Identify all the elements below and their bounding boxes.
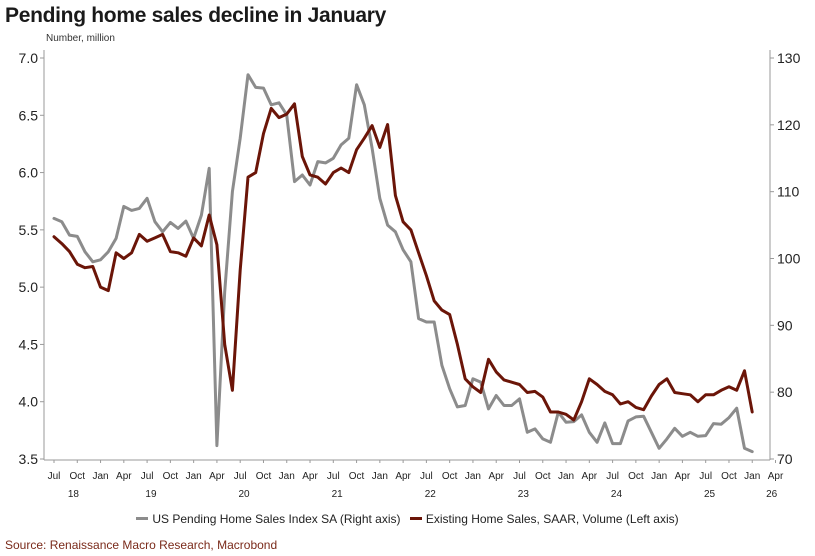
right-tick-label: 110 xyxy=(777,184,800,200)
x-tick-label: Jul xyxy=(513,471,526,482)
left-tick-label: 5.5 xyxy=(19,222,39,238)
x-tick-label: Jul xyxy=(141,471,154,482)
legend-item-existing: Existing Home Sales, SAAR, Volume (Left … xyxy=(409,512,679,526)
x-year-label: 20 xyxy=(239,489,251,500)
legend-label-pending: US Pending Home Sales Index SA (Right ax… xyxy=(152,512,401,526)
left-tick-label: 4.0 xyxy=(19,394,39,410)
existing-home-sales-line xyxy=(52,102,754,422)
x-tick-label: Oct xyxy=(535,471,551,482)
x-tick-label: Apr xyxy=(116,471,132,482)
legend-swatch-pending xyxy=(136,517,149,521)
x-year-label: 24 xyxy=(611,489,623,500)
right-tick-label: 130 xyxy=(777,50,801,66)
x-tick-label: Jan xyxy=(558,471,574,482)
series-layer xyxy=(52,73,754,454)
right-tick-label: 100 xyxy=(777,251,801,267)
legend-label-existing: Existing Home Sales, SAAR, Volume (Left … xyxy=(425,512,679,526)
left-tick-label: 3.5 xyxy=(19,451,39,467)
x-tick-label: Oct xyxy=(69,471,85,482)
x-tick-label: Jul xyxy=(48,471,61,482)
chart-title: Pending home sales decline in January xyxy=(5,4,387,27)
left-tick-label: 7.0 xyxy=(19,50,39,66)
x-tick-label: Oct xyxy=(163,471,179,482)
x-year-label: 19 xyxy=(145,489,157,500)
left-tick-label: 4.5 xyxy=(19,336,39,352)
right-tick-label: 120 xyxy=(777,117,801,133)
line-chart: 3.5 4.0 4.5 5.0 5.5 6.0 6.5 7.0 70 80 90 100 110 120… xyxy=(19,50,801,500)
x-tick-label: Apr xyxy=(768,471,784,482)
legend-item-pending: US Pending Home Sales Index SA (Right ax… xyxy=(136,512,401,526)
x-tick-label: Jul xyxy=(234,471,247,482)
left-tick-label: 5.0 xyxy=(19,279,39,295)
x-tick-label: Apr xyxy=(209,471,225,482)
right-tick-label: 70 xyxy=(777,451,793,467)
x-tick-label: Jul xyxy=(606,471,619,482)
x-tick-label: Jan xyxy=(465,471,481,482)
x-tick-label: Jan xyxy=(744,471,760,482)
left-axis: 3.5 4.0 4.5 5.0 5.5 6.0 6.5 7.0 xyxy=(19,50,44,467)
x-tick-label: Jul xyxy=(327,471,340,482)
x-tick-label: Apr xyxy=(488,471,504,482)
x-tick-label: Oct xyxy=(628,471,644,482)
right-axis: 70 80 90 100 110 120 130 xyxy=(770,50,801,467)
left-tick-label: 6.0 xyxy=(19,165,39,181)
x-tick-label: Oct xyxy=(442,471,458,482)
x-tick-label: Oct xyxy=(256,471,272,482)
legend: US Pending Home Sales Index SA (Right ax… xyxy=(0,512,815,526)
x-year-label: 23 xyxy=(518,489,530,500)
x-tick-label: Apr xyxy=(302,471,318,482)
right-tick-label: 80 xyxy=(777,384,793,400)
source-note: Source: Renaissance Macro Research, Macr… xyxy=(5,538,278,552)
x-tick-label: Jan xyxy=(651,471,667,482)
x-tick-label: Apr xyxy=(582,471,598,482)
legend-swatch-existing xyxy=(409,517,422,521)
x-year-label: 22 xyxy=(425,489,437,500)
x-tick-label: Jan xyxy=(372,471,388,482)
x-tick-label: Oct xyxy=(349,471,365,482)
left-tick-label: 6.5 xyxy=(19,107,39,123)
x-tick-label: Jan xyxy=(186,471,202,482)
x-year-label: 21 xyxy=(332,489,344,500)
right-tick-label: 90 xyxy=(777,317,793,333)
x-tick-label: Jul xyxy=(699,471,712,482)
x-tick-label: Oct xyxy=(721,471,737,482)
x-year-label: 26 xyxy=(766,489,778,500)
x-tick-label: Apr xyxy=(395,471,411,482)
x-year-label: 18 xyxy=(68,489,80,500)
x-axis: Jul Oct Jan Apr Jul Oct Jan Apr Jul Oct Jan Apr Jul O… xyxy=(48,460,784,500)
x-tick-label: Jan xyxy=(92,471,108,482)
pending-home-sales-line xyxy=(52,73,754,454)
x-tick-label: Jan xyxy=(279,471,295,482)
left-axis-units-label: Number, million xyxy=(46,33,115,44)
x-year-label: 25 xyxy=(704,489,716,500)
x-tick-label: Apr xyxy=(675,471,691,482)
x-tick-label: Jul xyxy=(420,471,433,482)
